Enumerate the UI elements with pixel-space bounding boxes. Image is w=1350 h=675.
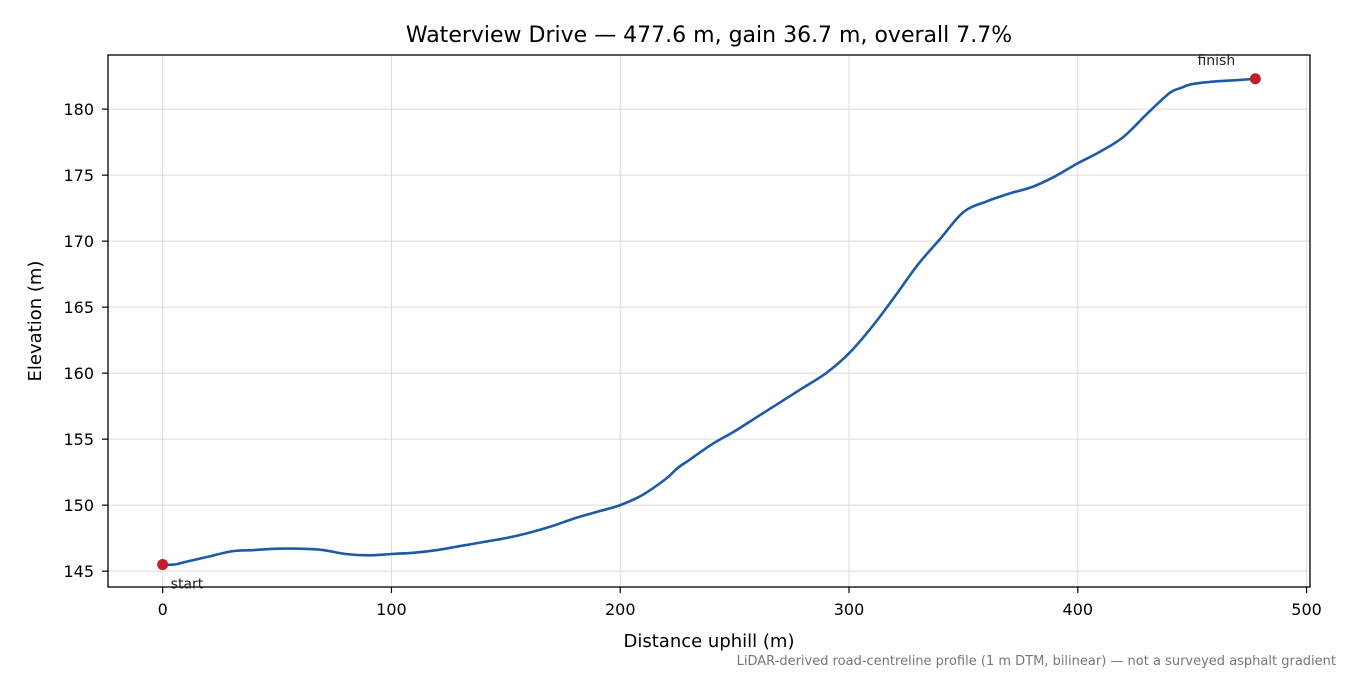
x-tick-label: 200 [605, 600, 636, 619]
grid-lines [108, 55, 1310, 587]
y-tick-label: 170 [63, 232, 94, 251]
y-tick-label: 175 [63, 166, 94, 185]
finish-annotation: finish [1197, 53, 1235, 69]
plot-frame [107, 54, 1311, 588]
y-tick-label: 160 [63, 364, 94, 383]
x-tick-label: 0 [158, 600, 168, 619]
x-tick-label: 100 [376, 600, 407, 619]
x-axis-label: Distance uphill (m) [624, 631, 795, 652]
x-tick-label: 300 [834, 600, 865, 619]
y-tick-label: 150 [63, 496, 94, 515]
chart-title: Waterview Drive — 477.6 m, gain 36.7 m, … [406, 23, 1012, 48]
start-annotation: start [171, 577, 204, 593]
y-tick-label: 145 [63, 562, 94, 581]
x-tick-label: 500 [1291, 600, 1322, 619]
y-tick-label: 165 [63, 298, 94, 317]
x-tick-label: 400 [1063, 600, 1094, 619]
start-marker [157, 559, 169, 571]
source-footnote: LiDAR-derived road-centreline profile (1… [737, 654, 1336, 669]
elevation-profile-line [161, 77, 1257, 567]
finish-marker [1249, 73, 1261, 85]
y-tick-label: 155 [63, 430, 94, 449]
y-axis-label: Elevation (m) [25, 261, 46, 382]
y-tick-label: 180 [63, 100, 94, 119]
axis-ticks: 0 100 200 300 400 500 145 150 155 160 165 170 175 180 [63, 100, 1321, 619]
